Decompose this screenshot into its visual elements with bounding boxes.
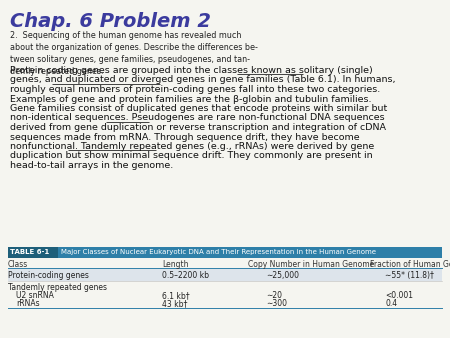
Text: Chap. 6 Problem 2: Chap. 6 Problem 2 xyxy=(10,12,211,31)
Text: derived from gene duplication or reverse transcription and integration of cDNA: derived from gene duplication or reverse… xyxy=(10,123,386,132)
Text: Major Classes of Nuclear Eukaryotic DNA and Their Representation in the Human Ge: Major Classes of Nuclear Eukaryotic DNA … xyxy=(61,249,376,255)
Text: Tandemly repeated genes: Tandemly repeated genes xyxy=(8,283,107,292)
Text: Length: Length xyxy=(162,260,189,269)
Text: Protein coding genes are grouped into the classes known as solitary (single): Protein coding genes are grouped into th… xyxy=(10,66,373,75)
Text: ∼55* (11.8)†: ∼55* (11.8)† xyxy=(385,271,434,280)
Text: ∼300: ∼300 xyxy=(266,299,287,308)
Text: sequences made from mRNA. Through sequence drift, they have become: sequences made from mRNA. Through sequen… xyxy=(10,132,360,142)
Text: 43 kb†: 43 kb† xyxy=(162,299,187,308)
Text: Class: Class xyxy=(8,260,28,269)
Text: nonfunctional. Tandemly repeated genes (e.g., rRNAs) were derived by gene: nonfunctional. Tandemly repeated genes (… xyxy=(10,142,374,151)
Text: <0.001: <0.001 xyxy=(385,291,413,300)
Text: Copy Number in Human Genome: Copy Number in Human Genome xyxy=(248,260,374,269)
Bar xyxy=(8,269,442,281)
Text: roughly equal numbers of protein-coding genes fall into these two categories.: roughly equal numbers of protein-coding … xyxy=(10,85,380,94)
Bar xyxy=(8,247,442,258)
Text: ∼25,000: ∼25,000 xyxy=(266,271,299,280)
Text: Gene families consist of duplicated genes that encode proteins with similar but: Gene families consist of duplicated gene… xyxy=(10,104,387,113)
Text: 0.5–2200 kb: 0.5–2200 kb xyxy=(162,271,209,280)
Text: Examples of gene and protein families are the β-globin and tubulin families.: Examples of gene and protein families ar… xyxy=(10,95,372,103)
Text: 2.  Sequencing of the human genome has revealed much
about the organization of g: 2. Sequencing of the human genome has re… xyxy=(10,31,258,76)
Text: U2 snRNA: U2 snRNA xyxy=(16,291,54,300)
Text: ∼20: ∼20 xyxy=(266,291,282,300)
Text: duplication but show minimal sequence drift. They commonly are present in: duplication but show minimal sequence dr… xyxy=(10,151,373,161)
Text: TABLE 6-1: TABLE 6-1 xyxy=(10,249,49,255)
Text: 6.1 kb†: 6.1 kb† xyxy=(162,291,189,300)
Text: 0.4: 0.4 xyxy=(385,299,397,308)
Text: rRNAs: rRNAs xyxy=(16,299,40,308)
Text: Protein-coding genes: Protein-coding genes xyxy=(8,271,89,280)
Text: genes, and duplicated or diverged genes in gene families (Table 6.1). In humans,: genes, and duplicated or diverged genes … xyxy=(10,75,396,84)
Text: head-to-tail arrays in the genome.: head-to-tail arrays in the genome. xyxy=(10,161,173,170)
Text: Fraction of Human Genome (%): Fraction of Human Genome (%) xyxy=(370,260,450,269)
Text: non-identical sequences. Pseudogenes are rare non-functional DNA sequences: non-identical sequences. Pseudogenes are… xyxy=(10,114,385,122)
Bar xyxy=(8,247,58,258)
